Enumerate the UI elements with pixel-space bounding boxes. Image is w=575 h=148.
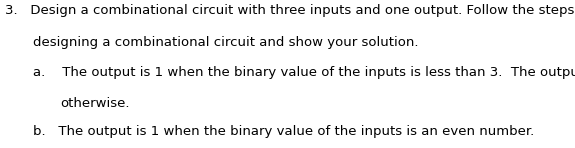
Text: b.   The output is 1 when the binary value of the inputs is an even number.: b. The output is 1 when the binary value… <box>33 125 534 138</box>
Text: 3.   Design a combinational circuit with three inputs and one output. Follow the: 3. Design a combinational circuit with t… <box>5 4 575 17</box>
Text: designing a combinational circuit and show your solution.: designing a combinational circuit and sh… <box>33 36 418 49</box>
Text: a.    The output is 1 when the binary value of the inputs is less than 3.  The o: a. The output is 1 when the binary value… <box>33 66 575 79</box>
Text: otherwise.: otherwise. <box>60 97 130 110</box>
